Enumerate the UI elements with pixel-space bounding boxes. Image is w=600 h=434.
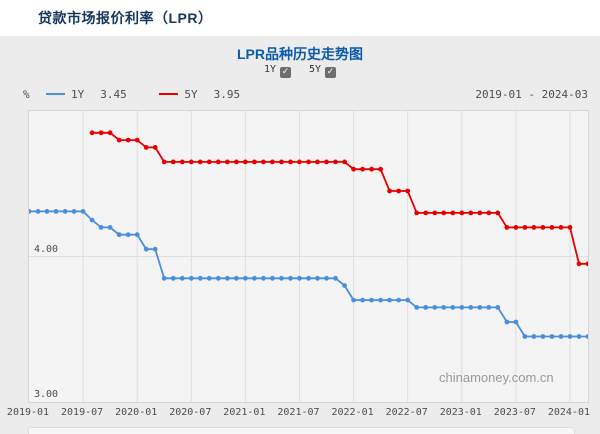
toggle-1y[interactable]: 1Y ✓ [264, 64, 291, 78]
toggle-5y-label: 5Y [309, 64, 322, 75]
data-zoom-slider[interactable] [28, 427, 575, 434]
legend-1y-value: 3.45 [100, 88, 127, 101]
page-title: 贷款市场报价利率（LPR） [38, 10, 213, 26]
plot-area[interactable]: 4.00 3.00 [28, 110, 589, 403]
page-header: 贷款市场报价利率（LPR） [0, 0, 600, 36]
series-toggles: 1Y ✓ 5Y ✓ [0, 64, 600, 78]
x-tick-label: 2020-07 [169, 407, 212, 418]
line-swatch-icon [159, 93, 179, 95]
x-tick-label: 2023-07 [493, 407, 536, 418]
toggle-1y-label: 1Y [263, 64, 276, 75]
checkbox-checked-icon[interactable]: ✓ [279, 67, 291, 78]
legend-item-1y[interactable]: 1Y 3.45 [46, 88, 127, 101]
chart-panel: LPR品种历史走势图 1Y ✓ 5Y ✓ % 1Y 3.45 5Y 3.95 2019-… [0, 36, 600, 434]
legend-row: % 1Y 3.45 5Y 3.95 2019-01 - 2024-03 [0, 88, 600, 102]
y-tick-label: 4.00 [34, 243, 59, 255]
legend-5y-value: 3.95 [213, 88, 241, 101]
toggle-5y[interactable]: 5Y ✓ [309, 64, 337, 78]
legend-item-5y[interactable]: 5Y 3.95 [159, 88, 240, 101]
x-tick-label: 2023-01 [439, 407, 482, 418]
y-tick-label: 3.00 [34, 389, 59, 400]
chart-canvas [29, 111, 588, 402]
line-swatch-icon [46, 93, 65, 95]
x-tick-label: 2019-07 [61, 407, 104, 418]
x-tick-label: 2021-01 [223, 407, 266, 418]
x-tick-label: 2019-01 [6, 407, 50, 418]
date-range: 2019-01 - 2024-03 [475, 88, 588, 101]
legend-5y-label: 5Y [184, 88, 198, 101]
x-tick-label: 2022-07 [385, 407, 428, 418]
x-tick-label: 2022-01 [331, 407, 374, 418]
legend-1y-label: 1Y [71, 88, 85, 101]
watermark: chinamoney.com.cn [439, 370, 554, 385]
x-tick-label: 2021-07 [277, 407, 320, 418]
legend-items: 1Y 3.45 5Y 3.95 [46, 88, 266, 101]
chart-title: LPR品种历史走势图 [237, 46, 363, 62]
x-tick-label: 2024-01 [547, 407, 591, 418]
y-axis-unit: % [23, 88, 30, 101]
x-tick-label: 2020-01 [115, 407, 158, 418]
x-axis: 2019-01 2019-07 2020-01 2020-07 2021-01 2021-… [0, 407, 600, 421]
checkbox-checked-icon[interactable]: ✓ [325, 67, 337, 78]
